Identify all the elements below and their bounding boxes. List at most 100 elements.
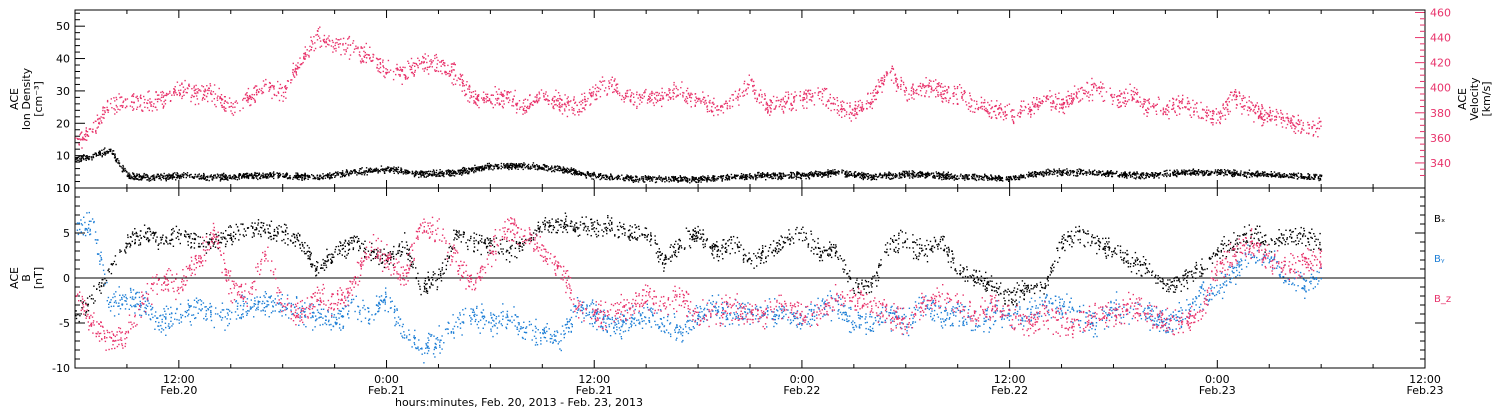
data-point (1052, 100, 1054, 102)
data-point (456, 79, 458, 82)
data-point (197, 103, 200, 105)
data-point (359, 168, 361, 170)
data-point (700, 178, 702, 181)
data-point (1261, 113, 1263, 115)
data-point (261, 87, 263, 90)
data-point (917, 173, 919, 175)
data-point (1269, 109, 1272, 112)
data-point (1231, 171, 1233, 173)
data-point (451, 71, 453, 73)
data-point (259, 177, 261, 179)
data-point (1118, 94, 1120, 97)
data-point (672, 91, 674, 94)
data-point (1133, 94, 1135, 96)
data-point (737, 97, 739, 99)
data-point (1116, 96, 1118, 98)
data-point (114, 100, 116, 102)
data-point (1226, 98, 1229, 100)
data-point (431, 66, 433, 68)
data-point (581, 111, 583, 113)
data-point (1137, 100, 1139, 102)
data-point (803, 97, 805, 99)
data-point (346, 171, 349, 174)
data-point (1308, 174, 1311, 176)
data-point (104, 110, 106, 112)
data-point (1256, 102, 1258, 104)
data-point (1216, 171, 1219, 173)
data-point (896, 174, 898, 176)
data-point (1078, 101, 1080, 103)
data-point (999, 178, 1001, 180)
data-point (262, 80, 265, 82)
data-point (130, 176, 132, 178)
data-point (523, 99, 525, 101)
data-point (1005, 114, 1007, 116)
data-point (1287, 117, 1290, 120)
data-point (78, 155, 81, 157)
data-point (913, 92, 915, 94)
data-point (991, 107, 993, 109)
data-point (1304, 177, 1306, 179)
data-point (196, 91, 198, 93)
data-point (182, 174, 184, 176)
data-point (683, 176, 685, 178)
data-point (1100, 81, 1102, 83)
data-point (470, 95, 472, 97)
data-point (399, 66, 401, 68)
data-point (1301, 128, 1303, 131)
data-point (515, 112, 518, 114)
data-point (433, 173, 435, 175)
data-point (668, 88, 670, 90)
y-axis-title-line: Ion Density (20, 67, 33, 130)
data-point (538, 91, 540, 93)
data-point (306, 49, 308, 51)
data-point (720, 175, 723, 177)
data-point (587, 97, 589, 100)
data-point (416, 171, 419, 173)
data-point (1229, 94, 1231, 96)
data-point (213, 98, 215, 100)
data-point (739, 176, 741, 179)
data-point (1205, 114, 1207, 117)
data-point (1118, 106, 1121, 108)
data-point (284, 91, 287, 93)
data-point (393, 169, 396, 171)
data-point (1062, 106, 1064, 108)
data-point (584, 96, 586, 98)
data-point (836, 109, 838, 111)
data-point (119, 109, 121, 111)
data-point (487, 99, 489, 102)
data-point (737, 99, 739, 101)
data-point (314, 42, 316, 44)
data-point (1239, 174, 1242, 177)
data-point (824, 88, 827, 91)
data-point (325, 45, 327, 48)
data-point (300, 176, 302, 178)
data-point (1262, 122, 1265, 124)
data-point (1268, 173, 1270, 176)
data-point (289, 175, 291, 177)
data-point (578, 108, 580, 111)
data-point (191, 88, 193, 90)
data-point (200, 90, 202, 92)
data-point (195, 84, 197, 87)
data-point (88, 128, 91, 130)
data-point (1265, 111, 1267, 114)
data-point (1037, 104, 1039, 106)
data-point (947, 173, 949, 175)
data-point (147, 179, 149, 181)
data-point (547, 103, 550, 105)
data-point (735, 97, 737, 100)
data-point (940, 93, 942, 96)
data-point (1075, 95, 1077, 97)
data-point (160, 173, 162, 175)
data-point (452, 174, 454, 177)
data-point (992, 178, 994, 180)
data-point (173, 91, 175, 93)
data-point (759, 89, 762, 91)
data-point (769, 114, 771, 116)
data-point (113, 108, 115, 110)
data-point (667, 99, 669, 101)
data-point (451, 82, 453, 84)
data-point (516, 102, 519, 104)
